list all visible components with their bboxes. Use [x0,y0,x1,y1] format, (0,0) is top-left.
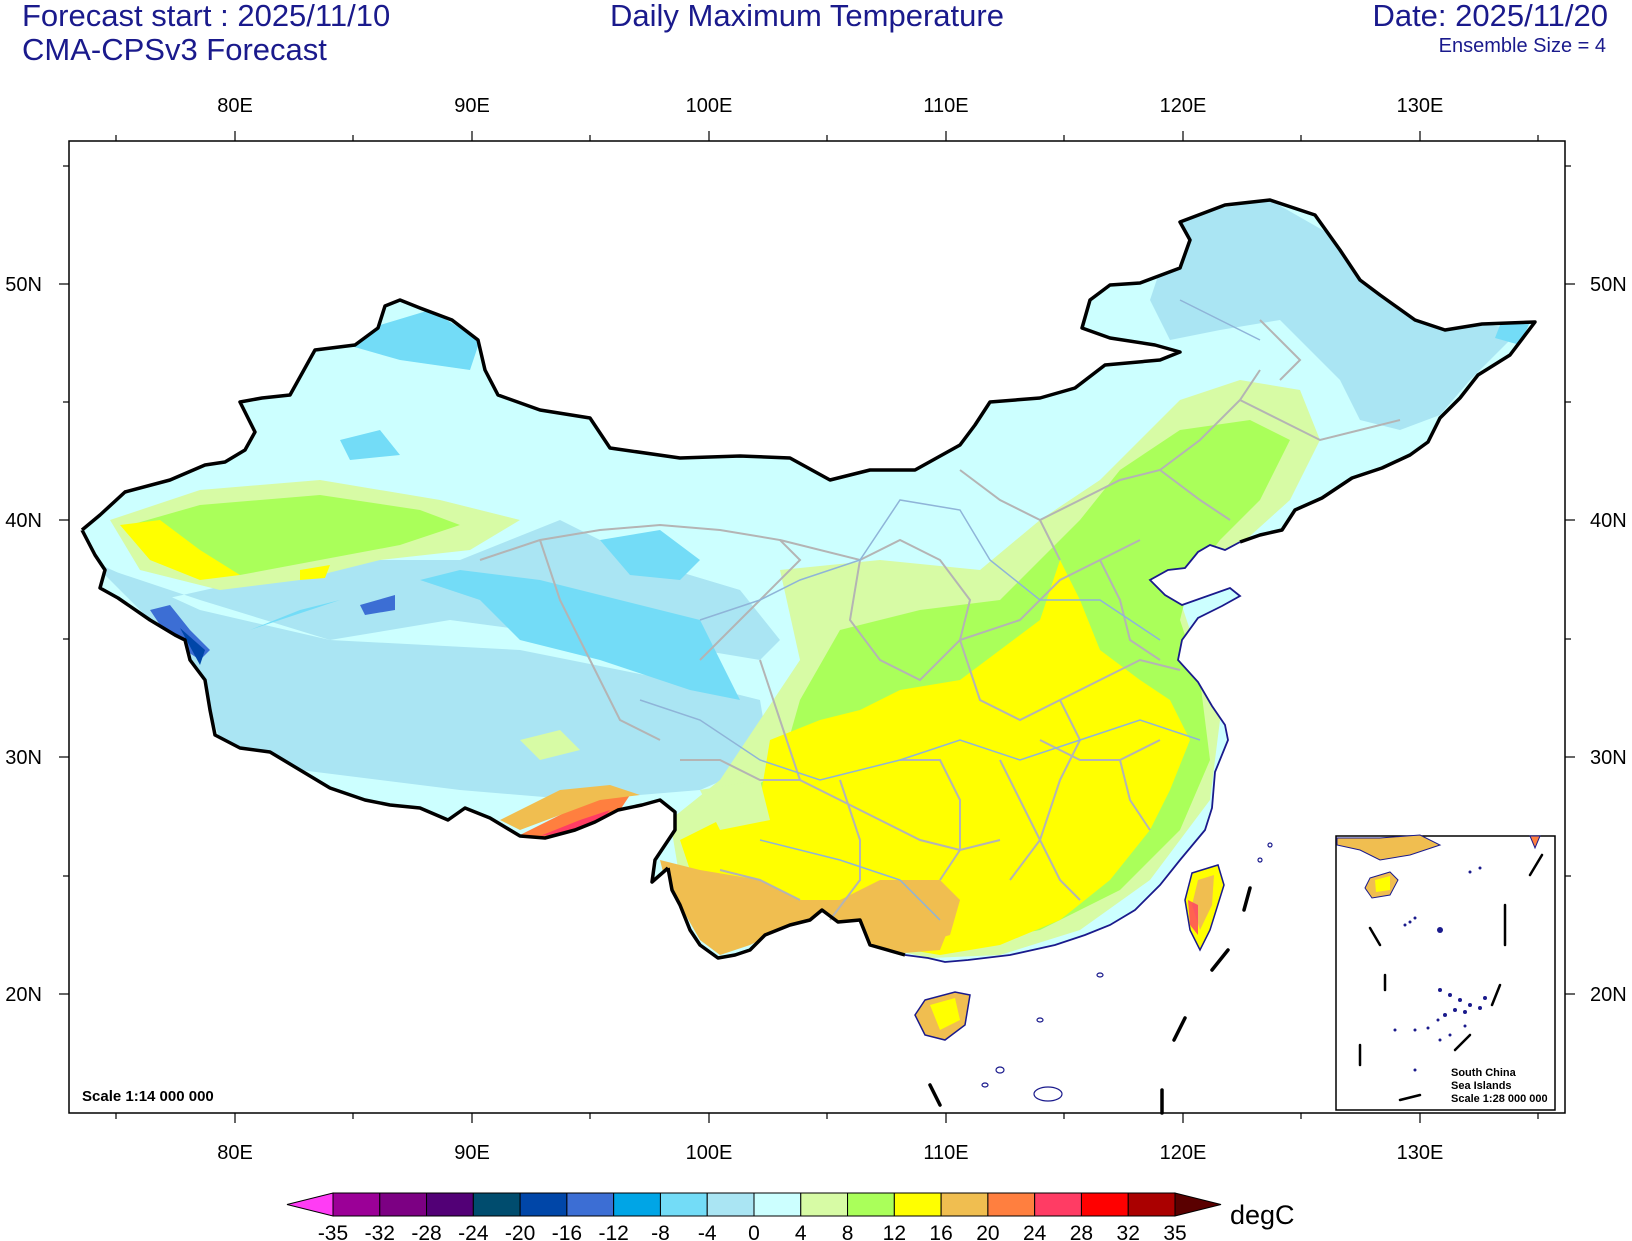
map-frame [68,140,1566,1114]
inset-label-line1: South China [1451,1067,1517,1079]
ensemble-size-label: Ensemble Size = 4 [1438,35,1606,57]
lat-label: 30N [1590,747,1627,769]
lon-label: 120E [1160,95,1207,117]
lon-label: 110E [923,1142,968,1164]
lat-label: 40N [1590,510,1627,532]
map-title: Daily Maximum Temperature [610,0,1004,33]
lon-label: 130E [1397,1142,1444,1164]
lon-label: 120E [1160,1142,1207,1164]
forecast-start-label: Forecast start : 2025/11/10 [22,0,391,33]
lon-label: 90E [454,1142,490,1164]
lat-label: 20N [1590,984,1627,1006]
lon-label: 130E [1397,95,1444,117]
lon-labels-top: 80E 90E 100E 110E 120E 130E [217,95,1443,117]
lon-labels-bottom: 80E 90E 100E 110E 120E 130E [217,1142,1443,1164]
lon-label: 90E [454,95,490,117]
lon-label: 80E [217,1142,253,1164]
islands [981,842,1273,1102]
model-label: CMA-CPSv3 Forecast [22,32,327,67]
lon-label: 100E [686,95,733,117]
lat-label: 40N [5,510,42,532]
valid-date-label: Date: 2025/11/20 [1372,0,1608,33]
inset-label-line2: Sea Islands [1451,1080,1512,1092]
lat-labels-right: 50N 40N 30N 20N [1590,274,1627,1006]
rivers [639,299,1261,921]
inset-label-line3: Scale 1:28 000 000 [1451,1093,1548,1105]
lon-label: 110E [923,95,968,117]
lon-label: 100E [686,1142,733,1164]
national-border [80,198,1537,960]
frame-ticks [59,131,1575,1123]
lon-label: 80E [217,95,253,117]
lat-label: 50N [5,274,42,296]
scale-label: Scale 1:14 000 000 [82,1088,214,1105]
lat-label: 20N [5,984,42,1006]
lat-label: 50N [1590,274,1627,296]
lat-label: 30N [5,747,42,769]
south-china-sea-inset: South China Sea Islands Scale 1:28 000 0… [1335,834,1556,1111]
dashed-line [928,886,1252,1115]
temperature-field [82,200,1535,962]
province-boundaries [479,319,1401,921]
coastline [904,541,1242,963]
lat-labels-left: 50N 40N 30N 20N [5,274,42,1006]
